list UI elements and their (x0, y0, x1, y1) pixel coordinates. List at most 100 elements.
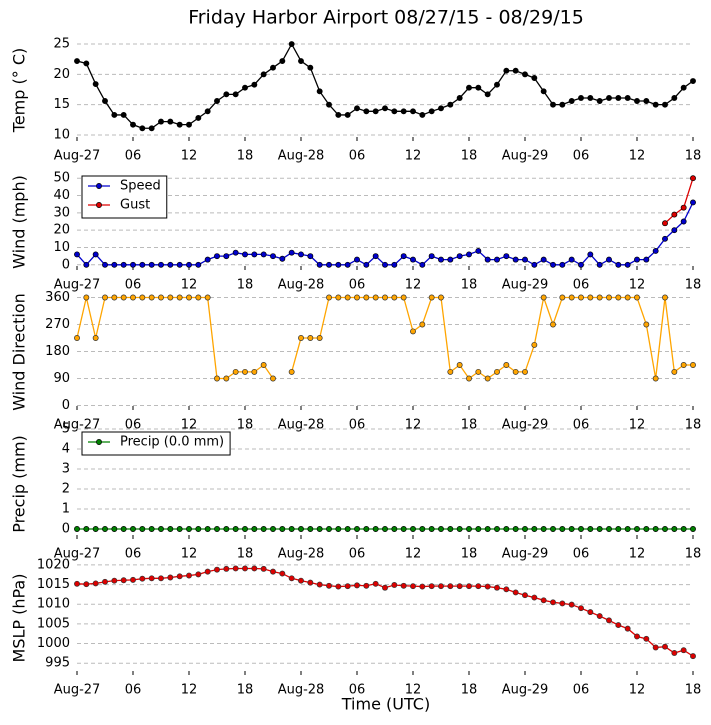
x-tick-label: Aug-27 (54, 547, 101, 562)
data-point (438, 583, 444, 590)
data-point (438, 526, 444, 532)
data-point (186, 261, 192, 268)
data-point (475, 583, 482, 590)
data-point (680, 84, 687, 91)
data-point (671, 227, 678, 234)
x-tick-label: 18 (461, 149, 478, 164)
data-point (195, 294, 202, 301)
data-point (74, 526, 80, 532)
data-point (652, 247, 659, 254)
data-point (120, 294, 127, 301)
x-tick-label: 06 (573, 278, 590, 293)
data-point (223, 375, 230, 382)
series-line (76, 202, 694, 266)
x-tick-label: Aug-28 (278, 418, 325, 433)
data-point (92, 335, 99, 341)
data-point (466, 583, 472, 590)
data-point (447, 526, 454, 532)
data-point (326, 582, 332, 589)
data-point (139, 526, 146, 532)
data-point (456, 583, 463, 590)
data-point (400, 294, 407, 301)
legend-marker (96, 439, 102, 445)
legend-label: Precip (0.0 mm) (120, 435, 224, 450)
data-point (214, 566, 220, 573)
y-axis-label: MSLP (hPa) (10, 574, 29, 663)
x-tick-label: 06 (125, 278, 142, 293)
data-point (186, 294, 192, 301)
data-point (615, 294, 622, 301)
data-point (559, 294, 566, 301)
data-point (195, 526, 202, 532)
data-point (130, 261, 136, 268)
data-point (251, 251, 258, 258)
data-point (438, 105, 444, 112)
data-point (74, 580, 80, 587)
data-point (354, 256, 360, 263)
data-point (158, 575, 164, 582)
data-point (326, 261, 332, 268)
data-point (466, 84, 472, 91)
data-point (643, 321, 650, 328)
x-tick-label: 18 (461, 683, 478, 698)
data-point (568, 256, 575, 263)
x-tick-label: 12 (629, 683, 646, 698)
data-point (111, 261, 118, 268)
x-tick-label: Aug-28 (278, 683, 325, 698)
data-point (130, 576, 136, 583)
data-point (167, 574, 174, 581)
x-tick-label: 18 (685, 278, 702, 293)
data-point (447, 256, 454, 263)
data-point (596, 613, 603, 619)
data-point (176, 294, 183, 301)
data-point (232, 91, 239, 98)
data-point (475, 368, 482, 375)
data-point (550, 261, 556, 268)
data-point (484, 91, 491, 98)
data-point (382, 584, 388, 591)
legend-box (81, 175, 168, 219)
data-point (270, 526, 276, 532)
x-tick-label: Aug-27 (54, 278, 101, 293)
data-point (680, 526, 687, 532)
data-point (363, 261, 370, 268)
legend-label: Gust (120, 198, 150, 213)
data-point (587, 526, 594, 532)
y-tick-label: 1015 (37, 577, 70, 592)
data-point (484, 256, 491, 263)
x-tick-label: 12 (405, 683, 422, 698)
data-point (382, 261, 388, 268)
data-point (568, 98, 575, 104)
data-point (652, 644, 659, 651)
legend-marker (96, 183, 102, 189)
data-point (204, 526, 211, 532)
y-tick-label: 3 (62, 462, 70, 477)
data-point (531, 261, 538, 268)
data-point (223, 565, 230, 572)
data-point (102, 261, 108, 268)
legend-label: Speed (120, 179, 161, 194)
data-point (130, 294, 136, 301)
data-point (148, 261, 155, 268)
data-point (167, 294, 174, 301)
data-point (186, 526, 192, 532)
data-point (167, 261, 174, 268)
y-tick-label: 0 (62, 522, 70, 537)
data-point (102, 578, 108, 585)
data-point (120, 111, 127, 118)
x-tick-label: Aug-29 (502, 683, 549, 698)
data-point (643, 526, 650, 532)
data-point (363, 526, 370, 532)
data-point (634, 633, 640, 640)
data-point (428, 583, 435, 590)
data-point (484, 583, 491, 590)
y-tick-label: 995 (45, 656, 70, 671)
data-point (270, 64, 276, 71)
data-point (550, 526, 556, 532)
data-point (270, 253, 276, 260)
data-point (288, 575, 295, 582)
data-point (288, 41, 295, 48)
data-point (391, 526, 398, 532)
data-point (139, 575, 146, 582)
data-point (484, 375, 491, 382)
